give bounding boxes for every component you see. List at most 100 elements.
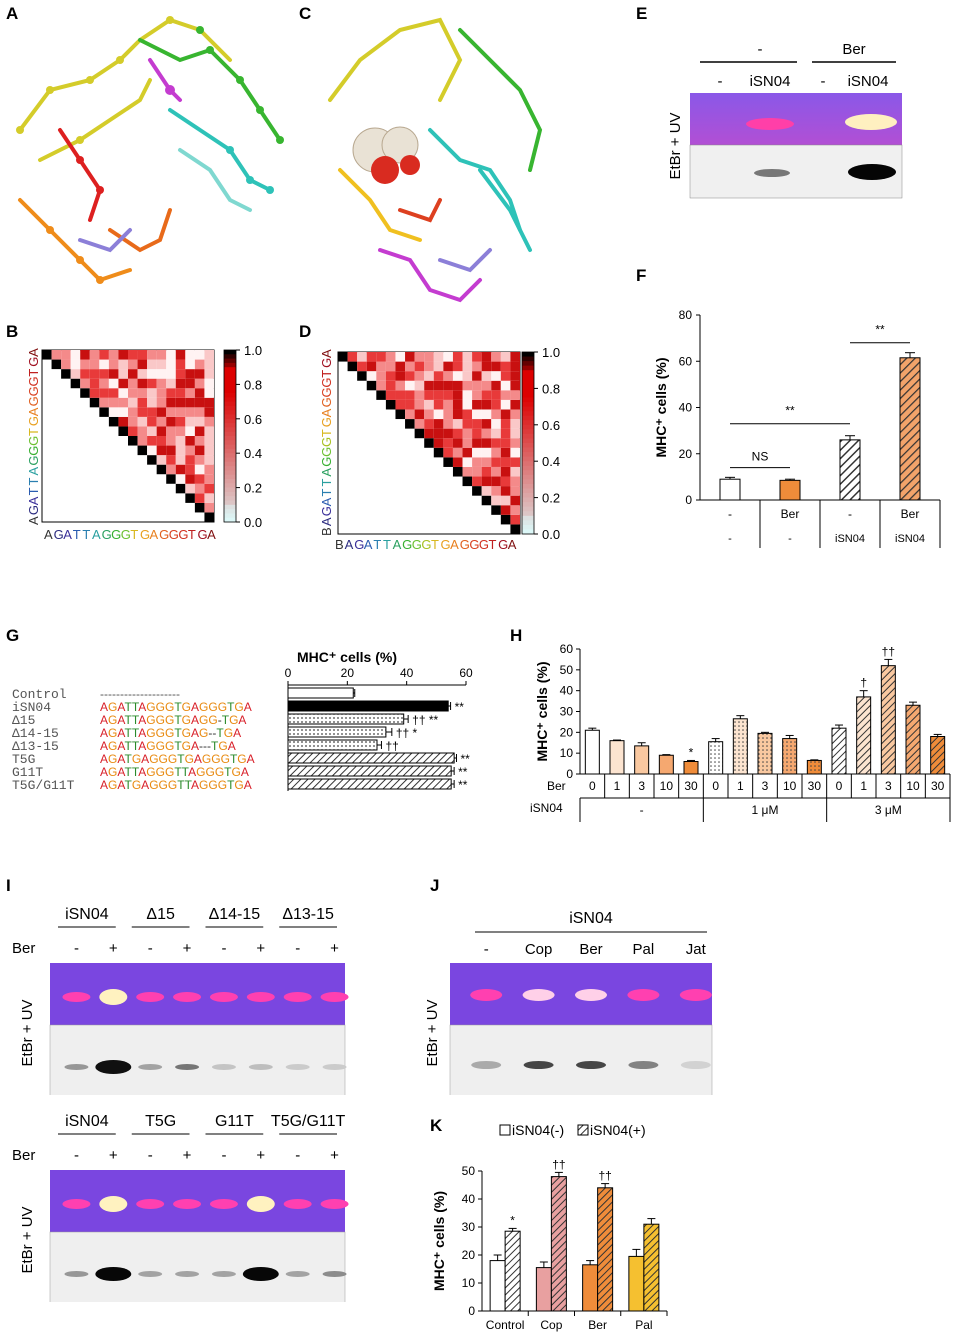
heatmap-cell [481,466,492,477]
heatmap-cell [472,457,482,467]
g-seq-letter: - [104,687,108,701]
heatmap-cell [99,378,109,389]
heatmap-cell [108,369,119,379]
g-sig: †† ** [412,713,438,727]
sequence-letter: T [319,488,334,497]
heatmap-cell [510,505,520,515]
g-seq-letter: G [237,752,246,766]
k-bar [535,1267,552,1312]
heatmap-cell [175,445,186,456]
g-seq-letter: T [177,752,185,766]
g-seq-letter: A [138,700,146,714]
gel-j-uv-band [679,989,712,1001]
heatmap-cell [89,378,100,389]
heatmap-cell [194,397,205,408]
heatmap-cell [185,464,195,475]
gel-label: EtBr + UV [19,999,36,1066]
heatmap-cell [204,397,214,408]
heatmap-cell [357,371,367,381]
heatmap-cell [147,397,157,408]
sequence-letter: G [402,537,413,552]
g-seq-letter: - [218,713,222,727]
heatmap-d-colorbar: 1.0 0.8 0.6 0.4 0.2 0.0 [521,345,560,542]
f-y-tick-label: 60 [679,354,693,368]
g-seq-letter: A [138,739,146,753]
g-seq-letter: G [165,713,174,727]
g-seq-letter: - [136,687,140,701]
g-seq-letter: A [117,700,125,714]
g-seq-letter: T [124,713,132,727]
heatmap-cell [175,388,186,398]
g-x-tick-label: 60 [459,666,473,680]
gel-band [95,1060,132,1074]
sequence-letter: A [507,537,517,552]
heatmap-cell [462,371,473,381]
g-seq-letter: - [148,687,152,701]
sequence-letter: G [319,417,334,428]
sequence-letter: G [53,527,64,542]
gel-e-lane-4: iSN04 [848,73,889,90]
heatmap-cell [462,361,473,372]
gel-j-uv-band [627,989,660,1001]
f-row1-label: Ber [781,507,800,521]
heatmap-cell [185,436,195,446]
sequence-letter: A [26,466,41,476]
heatmap-cell [443,380,453,391]
heatmap-cell [194,502,205,513]
heatmap-cell [500,399,511,410]
f-row2-label: iSN04 [895,533,925,545]
gel-group-label: iSN04 [65,906,109,923]
heatmap-cell [175,407,186,417]
heatmap-cell [204,455,214,465]
g-seq-letter: T [216,726,224,740]
heatmap-cell [357,361,367,372]
heatmap-cell [194,416,205,427]
heatmap-cell [156,464,167,475]
heatmap-cell [452,466,463,477]
heatmap-cell [395,361,406,372]
heatmap-cell [472,409,482,420]
colorbar-segment [522,524,534,530]
gel-j-lane-label: Jat [686,941,707,958]
g-seq-letter: - [144,687,148,701]
g-seq-letter: T [222,713,230,727]
g-seq-letter: T [132,739,140,753]
heatmap-cell [433,380,444,391]
molecule-structure-c [328,17,543,303]
sequence-letter: T [373,537,382,552]
g-seq: AGATTAGGGTGAGGGTGA [100,700,252,714]
colorbar-segment [522,392,534,398]
g-seq-letter: G [132,778,141,792]
sequence-letter: G [319,387,334,398]
sequence-letter: T [187,527,196,542]
heatmap-cell [405,409,415,420]
heatmap-cell [204,416,214,427]
colorbar-segment [522,479,534,485]
heatmap-cell [147,350,157,360]
colorbar-tick-label: 0.6 [542,418,560,433]
heatmap-cell [175,359,186,370]
heatmap-cell [452,361,463,372]
g-seq-letter: A [100,739,108,753]
heatmap-cell [443,438,453,448]
h-bar [930,736,946,775]
sequence-letter: A [91,527,101,542]
heatmap-cell [462,438,473,448]
sequence-letter: G [26,386,41,397]
heatmap-cell [414,371,425,381]
panel-label-g: G [6,626,20,645]
g-seq-letter: A [191,726,199,740]
heatmap-cell [510,419,520,429]
sequence-letter: G [498,537,509,552]
heatmap-cell [147,369,157,379]
colorbar-segment [224,453,236,458]
heatmap-cell [128,397,138,408]
g-seq-letter: - [212,726,216,740]
gel-e-group-1: - [758,41,763,58]
gel-uv-band [320,992,349,1002]
heatmap-cell [395,371,406,381]
colorbar-segment [224,513,236,519]
g-seq-letter: A [191,713,199,727]
g-seq-letter: T [185,778,193,792]
g-seq-letter: G [168,778,177,792]
